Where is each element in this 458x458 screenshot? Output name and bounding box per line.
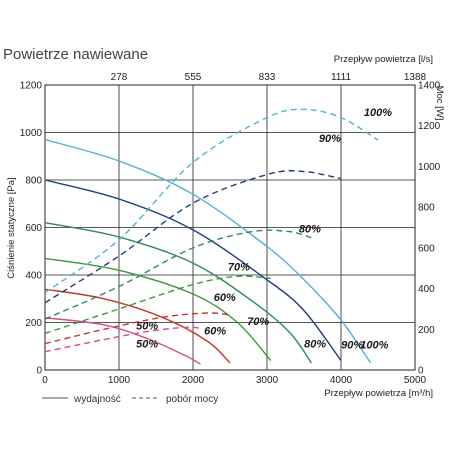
y2-tick-label: 400 [418,284,435,295]
percent-label: 50% [136,321,158,333]
x-tick-label: 5000 [404,375,427,386]
y2-tick-label: 1200 [418,121,441,132]
y-tick-label: 800 [25,176,42,187]
legend-dashed-label: pobór mocy [166,394,218,405]
x2-axis-ticks: 278 555 833 1111 1388 [111,72,427,83]
percent-label: 60% [204,325,226,337]
legend: wydajność pobór mocy [42,394,218,405]
power-curve-60pct [44,312,231,345]
y-axis-ticks: 0 200 400 600 800 1000 1200 [20,81,43,377]
y2-tick-label: 800 [418,203,435,214]
power-curve-80pct [44,229,312,320]
percent-label: 90% [341,340,363,352]
percent-label: 70% [247,316,269,328]
y2-tick-label: 600 [418,243,435,254]
percent-label: 70% [228,261,250,273]
y2-axis-title: Moc [W] [434,86,445,121]
x2-tick-label: 278 [111,72,128,83]
percent-label: 50% [136,338,158,350]
y-tick-label: 200 [25,318,42,329]
chart-title: Powietrze nawiewane [3,46,148,63]
y-axis-title: Ciśnienie statyczne [Pa] [6,177,17,278]
y2-tick-label: 1400 [418,81,441,92]
x2-tick-label: 1111 [331,72,351,83]
x-tick-label: 4000 [330,375,353,386]
x2-tick-label: 555 [185,72,202,83]
x-axis-ticks: 0 1000 2000 3000 4000 5000 [42,375,426,386]
x2-tick-label: 1388 [404,72,427,83]
x-tick-label: 2000 [182,375,205,386]
curves [44,108,379,365]
power-curve-70pct [44,275,271,335]
percent-label: 80% [299,223,321,235]
y-tick-label: 0 [36,366,42,377]
power-curve-90pct [44,170,342,304]
percent-label: 100% [364,107,392,119]
power-curve-100pct [44,108,379,294]
pressure-curve-70pct [44,257,272,361]
x-tick-label: 0 [42,375,48,386]
x2-axis-title: Przepływ powietrza [l/s] [334,54,433,65]
percent-label: 90% [319,133,341,145]
y2-tick-label: 200 [418,325,435,336]
plot-frame [44,84,416,371]
x-axis-title: Przepływ powietrza [m³/h] [324,388,433,399]
y-tick-label: 400 [25,271,42,282]
y2-tick-label: 1000 [418,162,441,173]
pressure-curve-50pct [44,317,201,365]
y-tick-label: 1000 [20,128,43,139]
legend-solid-label: wydajność [73,394,121,405]
y-tick-label: 600 [25,223,42,234]
y2-tick-label: 0 [418,366,424,377]
power-curve-50pct [44,326,201,353]
x-tick-label: 3000 [256,375,279,386]
pressure-curve-100pct [44,138,372,364]
pressure-curve-90pct [44,179,342,361]
x-tick-label: 1000 [108,375,131,386]
percent-label: 100% [360,340,388,352]
percent-labels: 100%90%80%70%60%50%50%60%70%80%90%100% [136,107,392,352]
y2-axis-ticks: 0 200 400 600 800 1000 1200 1400 [418,81,441,377]
x2-tick-label: 833 [259,72,276,83]
pressure-curve-80pct [44,222,312,364]
y-tick-label: 1200 [20,81,43,92]
percent-label: 60% [214,292,236,304]
percent-label: 80% [304,338,326,350]
